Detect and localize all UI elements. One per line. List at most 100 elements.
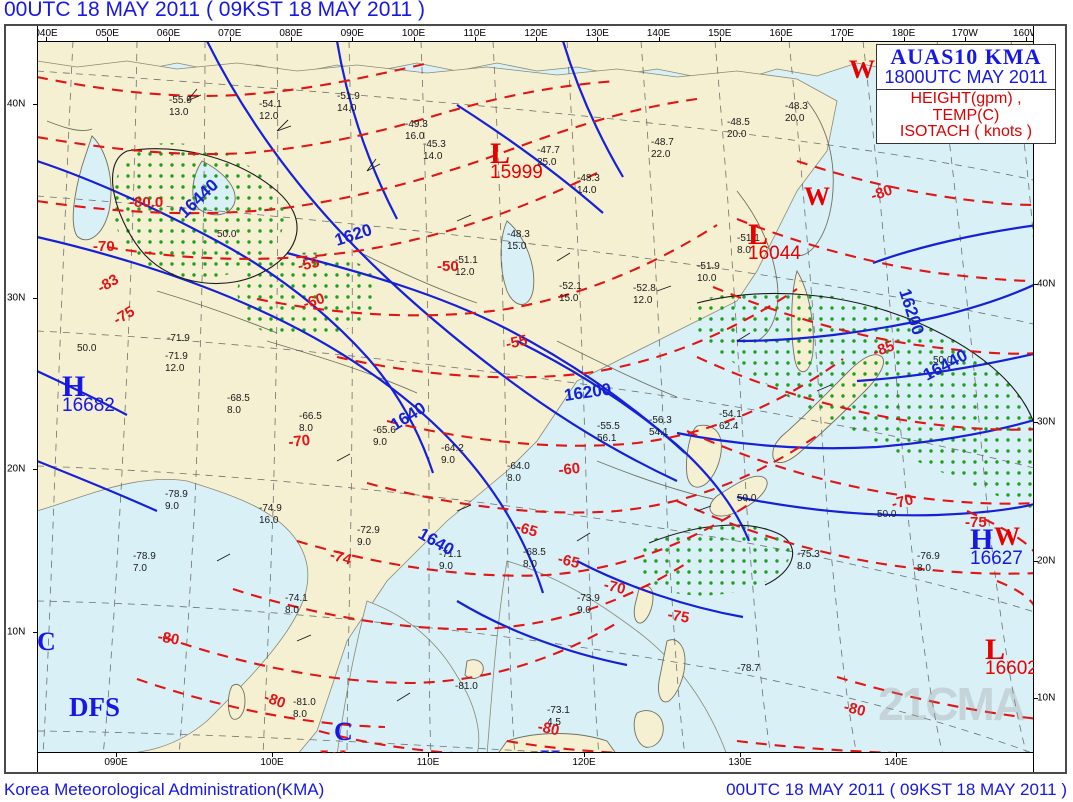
warm-marker-okhotsk: W	[804, 182, 830, 211]
svg-text:8.0: 8.0	[507, 473, 521, 484]
lat-tickmark-right	[1034, 284, 1038, 285]
svg-text:-73.9: -73.9	[577, 593, 600, 604]
svg-text:-55.5: -55.5	[597, 421, 620, 432]
svg-text:-73.1: -73.1	[547, 705, 570, 716]
lat-tick-left-40N: 40N	[7, 98, 26, 110]
latitude-axis-left: 40N 30N 20N 10N	[6, 26, 38, 772]
lat-tickmark-right	[1034, 698, 1038, 699]
low-value: 16044	[748, 243, 801, 264]
svg-text:22.0: 22.0	[651, 149, 671, 160]
lon-tickmark-bottom	[896, 753, 897, 757]
svg-text:-64.2: -64.2	[441, 443, 464, 454]
svg-text:8.0: 8.0	[293, 709, 307, 720]
svg-text:14.0: 14.0	[423, 151, 443, 162]
svg-text:-80.0: -80.0	[129, 194, 163, 211]
footer-bar: Korea Meteorological Administration(KMA)…	[0, 778, 1073, 802]
svg-text:13.0: 13.0	[169, 107, 189, 118]
svg-text:-78.9: -78.9	[165, 489, 188, 500]
svg-text:56.1: 56.1	[597, 433, 617, 444]
lon-tickmark-top	[658, 37, 660, 41]
svg-text:-74.1: -74.1	[285, 593, 308, 604]
svg-text:-71.9: -71.9	[165, 351, 188, 362]
lon-tick-top-120E: 120E	[524, 28, 548, 39]
svg-text:16.0: 16.0	[259, 515, 279, 526]
svg-text:16.0: 16.0	[405, 131, 425, 142]
svg-text:-54.1: -54.1	[259, 99, 282, 110]
lat-tick-left-20N: 20N	[7, 463, 26, 475]
station-plot-layer	[186, 88, 832, 702]
lon-tickmark-top	[168, 37, 170, 41]
map-svg: -55.913.0 -54.112.0 -51.914.0 -49.316.0 …	[37, 41, 1034, 753]
legend-height-temp: HEIGHT(gpm) , TEMP(C)	[910, 89, 1022, 124]
svg-text:-65.6: -65.6	[373, 425, 396, 436]
lon-tickmark-top	[536, 37, 538, 41]
svg-text:-75: -75	[666, 606, 690, 627]
svg-text:-72.9: -72.9	[357, 525, 380, 536]
svg-text:9.0: 9.0	[373, 437, 387, 448]
svg-text:8.0: 8.0	[737, 245, 751, 256]
svg-text:9.0: 9.0	[357, 537, 371, 548]
svg-text:54.1: 54.1	[649, 427, 669, 438]
svg-text:9.0: 9.0	[577, 605, 591, 616]
svg-text:-71.1: -71.1	[439, 549, 462, 560]
lon-tickmark-top	[1026, 37, 1028, 41]
low-center-16602: L 16602	[985, 633, 1034, 679]
svg-text:50.0: 50.0	[217, 229, 237, 240]
svg-text:14.0: 14.0	[337, 103, 357, 114]
svg-text:7.0: 7.0	[133, 563, 147, 574]
svg-text:4.5: 4.5	[547, 717, 561, 728]
svg-text:12.0: 12.0	[633, 295, 653, 306]
lat-tick-right-10N: 10N	[1037, 692, 1056, 704]
svg-text:-74: -74	[328, 547, 354, 569]
lon-tick-top-140E: 140E	[646, 28, 671, 39]
site-watermark: 21CMA	[878, 678, 1026, 730]
lon-tickmark-top	[781, 37, 783, 41]
lon-tick-top-130E: 130E	[585, 28, 609, 39]
lon-tickmark-bottom	[116, 753, 117, 757]
legend-product-code: AUAS10 KMA	[890, 44, 1042, 69]
longitude-axis-top: 040E 050E 060E 070E 080E 090E 100E 110E 120E 130E…	[6, 26, 1065, 42]
lon-tickmark-top	[842, 37, 844, 41]
svg-text:-60: -60	[301, 290, 327, 313]
map-plot-area: -55.9 13.0 -54.1 12.0 -51.9 14.0 -49.3 16.0 …	[37, 41, 1034, 753]
svg-text:-48.3: -48.3	[785, 101, 808, 112]
svg-text:-70: -70	[890, 491, 915, 513]
lon-tickmark-top	[964, 37, 966, 41]
svg-text:-55: -55	[296, 254, 321, 275]
svg-text:-68.5: -68.5	[227, 393, 250, 404]
svg-text:-80: -80	[842, 698, 867, 720]
high-glyph: H	[62, 370, 86, 403]
svg-text:-49.3: -49.3	[405, 119, 428, 130]
svg-text:-48.3: -48.3	[507, 229, 530, 240]
low-glyph: L	[985, 633, 1006, 666]
svg-text:-52.1: -52.1	[559, 281, 582, 292]
svg-text:-52.8: -52.8	[633, 283, 656, 294]
cold-marker-pacific-sw: C	[897, 752, 916, 753]
svg-text:12.0: 12.0	[455, 267, 475, 278]
svg-text:-80: -80	[536, 718, 561, 739]
svg-text:15.0: 15.0	[507, 241, 527, 252]
svg-text:14.0: 14.0	[577, 185, 597, 196]
svg-text:-80: -80	[262, 689, 288, 712]
svg-text:-68.5: -68.5	[523, 547, 546, 558]
svg-text:50.0: 50.0	[77, 343, 97, 354]
cold-marker-schina: C	[428, 747, 447, 753]
lat-tick-right-30N: 30N	[1037, 416, 1056, 428]
cold-marker-west: C	[37, 627, 56, 656]
legend-fields: HEIGHT(gpm) , TEMP(C) ISOTACH ( knots )	[877, 90, 1055, 143]
svg-text:-65: -65	[556, 550, 581, 572]
lat-tick-left-30N: 30N	[7, 292, 26, 304]
low-glyph: L	[490, 137, 511, 170]
svg-text:-48.5: -48.5	[727, 117, 750, 128]
high-glyph: H	[970, 523, 994, 556]
lon-tick-top-070E: 070E	[218, 28, 242, 39]
svg-text:-78.9: -78.9	[133, 551, 156, 562]
svg-text:-85: -85	[871, 337, 897, 360]
lon-tick-bottom-090E: 090E	[104, 757, 128, 768]
svg-text:8.0: 8.0	[227, 405, 241, 416]
high-value: 16682	[62, 395, 115, 416]
svg-text:-60: -60	[558, 460, 581, 479]
isotach-layer	[112, 148, 1034, 586]
lat-tickmark-left	[33, 632, 37, 633]
